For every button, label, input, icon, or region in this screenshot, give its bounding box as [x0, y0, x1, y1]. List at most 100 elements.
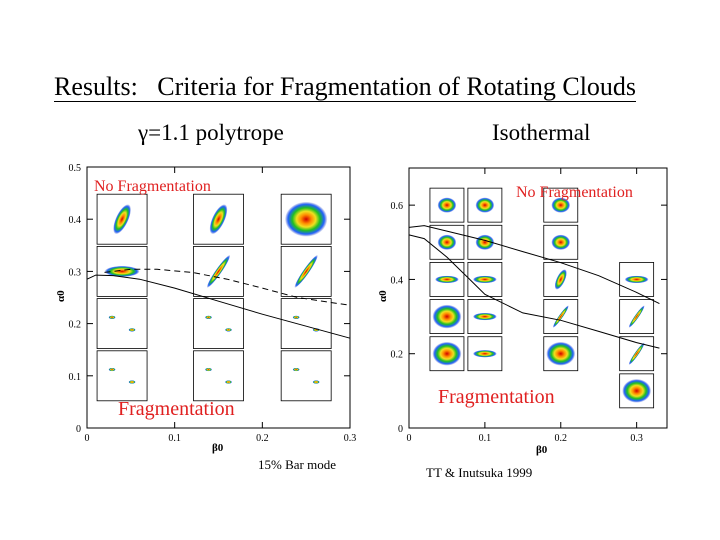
x-tick-label: 0.1	[168, 433, 181, 444]
snapshot-panel	[619, 373, 655, 409]
fragment	[292, 367, 300, 372]
snapshot-panel	[543, 299, 579, 334]
right-fragmentation-label: Fragmentation	[438, 386, 555, 408]
snapshot-frame	[96, 298, 148, 350]
y-tick-label: 0.6	[391, 201, 404, 212]
snapshot-panel	[193, 193, 244, 245]
left-no-fragmentation-label: No Fragmentation	[94, 178, 211, 195]
snapshot-frame	[467, 187, 503, 223]
fragment	[225, 380, 232, 384]
snapshot-panel	[619, 336, 655, 372]
fragment	[312, 380, 320, 384]
density-flat	[624, 275, 649, 284]
left-snapshots	[96, 193, 332, 402]
snapshot-frame	[280, 298, 332, 350]
density-bar	[628, 342, 645, 365]
y-tick-label: 0.3	[69, 267, 82, 278]
density-blob	[551, 234, 571, 250]
snapshot-frame	[280, 350, 332, 402]
snapshot-panel	[619, 262, 655, 297]
right-lines	[408, 225, 660, 349]
x-tick-label: 0.3	[344, 433, 357, 444]
snapshot-frame	[96, 350, 148, 402]
snapshot-panel	[619, 299, 655, 334]
density-flat	[104, 265, 140, 277]
snapshot-panel	[280, 193, 332, 245]
x-tick-label: 0.2	[555, 433, 568, 444]
x-tick-label: 0.3	[630, 433, 643, 444]
snapshot-panel	[96, 245, 148, 297]
snapshot-panel	[467, 336, 503, 372]
left-fragmentation-label: Fragmentation	[118, 398, 235, 420]
density-blob	[475, 197, 495, 213]
y-tick-label: 0.5	[69, 163, 82, 174]
density-flat	[435, 275, 459, 284]
y-tick-label: 0.1	[69, 372, 82, 383]
boundary-line	[408, 225, 660, 305]
left-lines	[86, 268, 351, 339]
density-blob	[437, 197, 457, 213]
right-no-fragmentation-label: No Fragmentation	[516, 184, 633, 201]
density-flat	[472, 349, 497, 358]
snapshot-panel	[543, 262, 579, 297]
snapshot-frame	[543, 187, 579, 223]
x-tick-label: 0.1	[479, 433, 492, 444]
left-ylabel: α0	[55, 290, 67, 302]
density-disk	[432, 304, 462, 329]
density-disk	[622, 378, 652, 403]
right-plot-frame	[408, 167, 668, 429]
y-tick-label: 0.2	[391, 350, 404, 361]
snapshot-frame	[193, 298, 244, 350]
snapshot-panel	[280, 350, 332, 402]
left-plot-frame	[86, 166, 351, 429]
fragment	[128, 328, 136, 332]
density-blob	[437, 234, 457, 250]
left-ticks: 0 0.1 0.2 0.3 0 0.1 0.2 0.3 0.4 0.5	[69, 163, 357, 444]
x-tick-label: 0.2	[256, 433, 269, 444]
snapshot-panel	[543, 336, 579, 372]
left-subtitle: γ=1.1 polytrope	[138, 120, 284, 145]
snapshot-panel	[543, 224, 579, 260]
fragment	[292, 315, 300, 320]
snapshot-panel	[429, 299, 465, 334]
density-blob	[551, 197, 571, 213]
slide-title: Results: Criteria for Fragmentation of R…	[54, 72, 637, 102]
reference-caption: TT & Inutsuka 1999	[426, 465, 533, 480]
snapshot-panel	[467, 187, 503, 223]
fragment	[205, 315, 212, 320]
density-bar	[206, 254, 231, 288]
snapshot-panel	[280, 245, 332, 297]
snapshot-frame	[193, 350, 244, 402]
density-oblique	[113, 204, 131, 235]
fragment	[205, 367, 212, 372]
snapshot-panel	[96, 350, 148, 402]
density-oblique	[554, 269, 567, 290]
boundary-line	[86, 274, 351, 339]
bar-mode-caption: 15% Bar mode	[258, 457, 336, 472]
snapshot-panel	[96, 298, 148, 350]
snapshot-panel	[467, 262, 503, 297]
y-tick-label: 0.4	[69, 215, 82, 226]
snapshot-panel	[429, 262, 465, 297]
density-disk	[432, 341, 462, 366]
y-tick-label: 0	[76, 424, 81, 435]
y-tick-label: 0.2	[69, 320, 82, 331]
density-bar	[294, 254, 318, 288]
snapshot-panel	[543, 187, 579, 223]
y-tick-label: 0	[398, 424, 403, 435]
right-ticks: 0 0.1 0.2 0.3 0 0.2 0.4 0.6	[391, 168, 667, 444]
fragment	[108, 315, 116, 320]
snapshot-panel	[429, 224, 465, 260]
x-tick-label: 0	[85, 433, 90, 444]
fragment	[108, 367, 116, 372]
density-bar	[552, 305, 569, 328]
boundary-line	[104, 268, 351, 306]
x-tick-label: 0	[407, 433, 412, 444]
snapshot-panel	[96, 193, 148, 245]
fragment	[225, 328, 232, 332]
right-ylabel: α0	[377, 290, 389, 302]
left-xlabel: β0	[212, 442, 224, 454]
snapshot-panel	[429, 187, 465, 223]
density-oblique	[209, 204, 228, 235]
right-subtitle: Isothermal	[492, 120, 591, 145]
